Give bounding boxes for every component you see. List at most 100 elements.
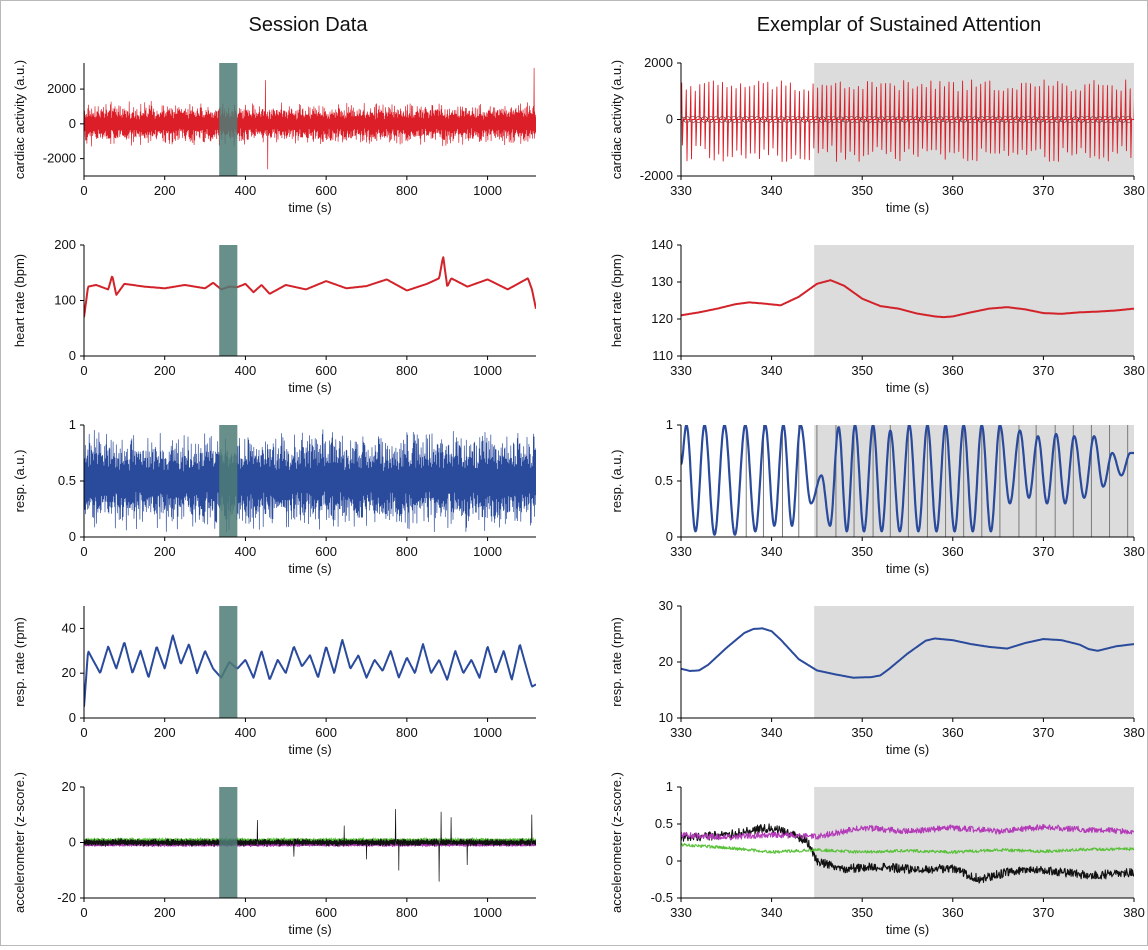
x-tick-label: 0 <box>80 905 87 920</box>
x-tick-label: 380 <box>1123 183 1145 198</box>
x-tick-label: 340 <box>761 544 783 559</box>
x-tick-label: 0 <box>80 363 87 378</box>
x-tick-label: 200 <box>154 363 176 378</box>
y-tick-label: -2000 <box>640 168 673 183</box>
x-tick-label: 600 <box>315 183 337 198</box>
plot-area <box>681 63 1134 176</box>
plot-area <box>681 787 1134 898</box>
plot-R4: 330 340 350 360 370 380 -0.5 0 0.5 1 time (s) accel… <box>609 772 1145 937</box>
x-axis-label: time (s) <box>288 922 331 937</box>
series-line-cardiac <box>681 79 1134 162</box>
y-axis-label: accelerometer (z-score.) <box>12 772 27 913</box>
y-tick-label: 140 <box>651 237 673 252</box>
plot-L3: 0 200 400 600 800 1000 0 20 40 time (s) resp. rate… <box>12 606 536 757</box>
x-tick-label: 800 <box>396 183 418 198</box>
x-tick-label: 1000 <box>473 905 502 920</box>
left-column-title: Session Data <box>249 14 369 36</box>
series-line-heart <box>84 256 536 318</box>
x-tick-label: 1000 <box>473 363 502 378</box>
y-tick-label: 120 <box>651 311 673 326</box>
y-tick-label: -2000 <box>43 151 76 166</box>
series-line-cardiac <box>84 67 536 170</box>
x-tick-label: 380 <box>1123 544 1145 559</box>
plot-R0: 330 340 350 360 370 380 -2000 0 2000 time (s) card… <box>609 55 1145 215</box>
x-tick-label: 600 <box>315 905 337 920</box>
x-tick-label: 350 <box>851 544 873 559</box>
x-tick-label: 1000 <box>473 183 502 198</box>
x-tick-label: 350 <box>851 725 873 740</box>
y-tick-label: 2000 <box>644 55 673 70</box>
plot-L1: 0 200 400 600 800 1000 0 100 200 time (s) heart ra… <box>12 237 536 395</box>
x-tick-label: 0 <box>80 183 87 198</box>
plot-L2: 0 200 400 600 800 1000 0 0.5 1 time (s) resp. (a.u… <box>12 417 536 576</box>
plot-L4: 0 200 400 600 800 1000 -20 0 20 time (s) accelerom… <box>12 772 536 937</box>
x-tick-label: 380 <box>1123 725 1145 740</box>
x-tick-label: 800 <box>396 725 418 740</box>
x-tick-label: 350 <box>851 183 873 198</box>
x-axis-label: time (s) <box>886 742 929 757</box>
x-axis-label: time (s) <box>288 380 331 395</box>
plot-area <box>681 425 1134 537</box>
x-tick-label: 330 <box>670 725 692 740</box>
x-tick-label: 360 <box>942 183 964 198</box>
x-tick-label: 370 <box>1033 905 1055 920</box>
y-axis-label: accelerometer (z-score.) <box>609 772 624 913</box>
x-tick-label: 200 <box>154 544 176 559</box>
series-line-accel_black <box>681 823 1134 884</box>
sustained-attention-region <box>814 245 1134 356</box>
x-tick-label: 360 <box>942 363 964 378</box>
x-tick-label: 400 <box>235 363 257 378</box>
y-axis-label: resp. (a.u.) <box>12 450 27 513</box>
sustained-attention-region <box>814 606 1134 718</box>
x-axis-label: time (s) <box>288 200 331 215</box>
y-tick-label: 110 <box>652 348 673 363</box>
right-column-title: Exemplar of Sustained Attention <box>757 14 1042 36</box>
y-tick-label: 20 <box>659 654 673 669</box>
y-tick-label: 40 <box>62 620 76 635</box>
x-axis-label: time (s) <box>288 561 331 576</box>
x-tick-label: 200 <box>154 905 176 920</box>
y-tick-label: -20 <box>57 890 76 905</box>
y-axis-label: heart rate (bpm) <box>609 254 624 347</box>
x-tick-label: 370 <box>1033 725 1055 740</box>
y-axis-label: resp. rate (rpm) <box>12 617 27 707</box>
y-tick-label: 0 <box>69 529 76 544</box>
x-axis-label: time (s) <box>886 380 929 395</box>
x-tick-label: 600 <box>315 363 337 378</box>
plot-L0: 0 200 400 600 800 1000 -2000 0 2000 time (s) cardi… <box>12 60 536 215</box>
plot-area <box>84 245 536 356</box>
x-tick-label: 330 <box>670 905 692 920</box>
series-line-accel_magenta <box>681 824 1134 841</box>
x-tick-label: 370 <box>1033 363 1055 378</box>
x-tick-label: 340 <box>761 725 783 740</box>
series-line-accel_green <box>681 843 1134 854</box>
plot-area <box>84 63 536 176</box>
x-tick-label: 350 <box>851 905 873 920</box>
x-tick-label: 400 <box>235 905 257 920</box>
series-line-resp <box>681 627 1134 679</box>
x-tick-label: 350 <box>851 363 873 378</box>
y-axis-label: resp. rate (rpm) <box>609 617 624 707</box>
x-tick-label: 200 <box>154 183 176 198</box>
x-tick-label: 600 <box>315 544 337 559</box>
plot-R1: 330 340 350 360 370 380 110 120 130 140 time (s) he… <box>609 237 1145 395</box>
y-axis-label: heart rate (bpm) <box>12 254 27 347</box>
plot-R2: 330 340 350 360 370 380 0 0.5 1 time (s) resp. (a.… <box>609 417 1145 576</box>
y-tick-label: 1 <box>666 779 673 794</box>
series-line-heart <box>681 279 1134 319</box>
x-axis-label: time (s) <box>886 200 929 215</box>
x-tick-label: 330 <box>670 544 692 559</box>
x-tick-label: 340 <box>761 905 783 920</box>
x-tick-label: 0 <box>80 725 87 740</box>
y-tick-label: 1 <box>666 417 673 432</box>
y-axis-label: resp. (a.u.) <box>609 450 624 513</box>
x-tick-label: 600 <box>315 725 337 740</box>
x-tick-label: 0 <box>80 544 87 559</box>
x-tick-label: 200 <box>154 725 176 740</box>
x-tick-label: 370 <box>1033 544 1055 559</box>
selected-window-bar <box>219 787 238 898</box>
plot-R3: 330 340 350 360 370 380 10 20 30 time (s) resp. ra… <box>609 598 1145 757</box>
series-line-resp <box>84 429 536 533</box>
x-tick-label: 800 <box>396 544 418 559</box>
x-tick-label: 360 <box>942 544 964 559</box>
